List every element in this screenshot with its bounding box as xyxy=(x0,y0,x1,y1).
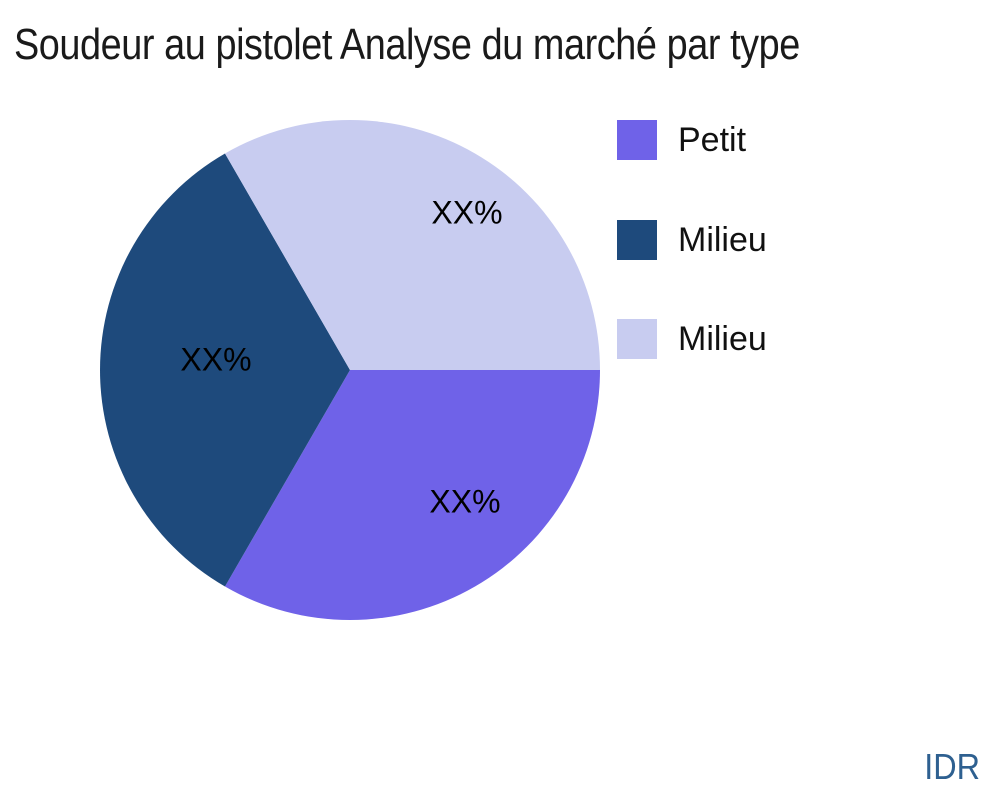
legend-label-milieu-dark: Milieu xyxy=(678,220,767,259)
slice-value-label-petit: XX% xyxy=(429,483,501,520)
legend-item-petit: Petit xyxy=(617,120,746,160)
legend-swatch-rect xyxy=(617,120,657,160)
pie-slice-milieu-light xyxy=(225,120,600,371)
pie-slice-milieu-dark xyxy=(100,153,350,587)
legend-swatch-milieu-dark xyxy=(617,220,657,260)
legend-label-milieu-light: Milieu xyxy=(678,319,767,358)
pie-slice-petit xyxy=(225,370,600,620)
slice-value-label-milieu-light: XX% xyxy=(431,194,503,231)
legend-swatch-milieu-light xyxy=(617,319,657,359)
slice-value-label-milieu-dark: XX% xyxy=(180,341,252,378)
legend-swatch-rect xyxy=(617,319,657,359)
legend-swatch-petit xyxy=(617,120,657,160)
legend-item-milieu-dark: Milieu xyxy=(617,220,767,260)
legend-swatch-rect xyxy=(617,220,657,260)
legend-label-petit: Petit xyxy=(678,120,747,159)
watermark-idr: IDR xyxy=(924,746,980,787)
legend-item-milieu-light: Milieu xyxy=(617,319,767,359)
chart-title: Soudeur au pistolet Analyse du marché pa… xyxy=(14,20,800,69)
